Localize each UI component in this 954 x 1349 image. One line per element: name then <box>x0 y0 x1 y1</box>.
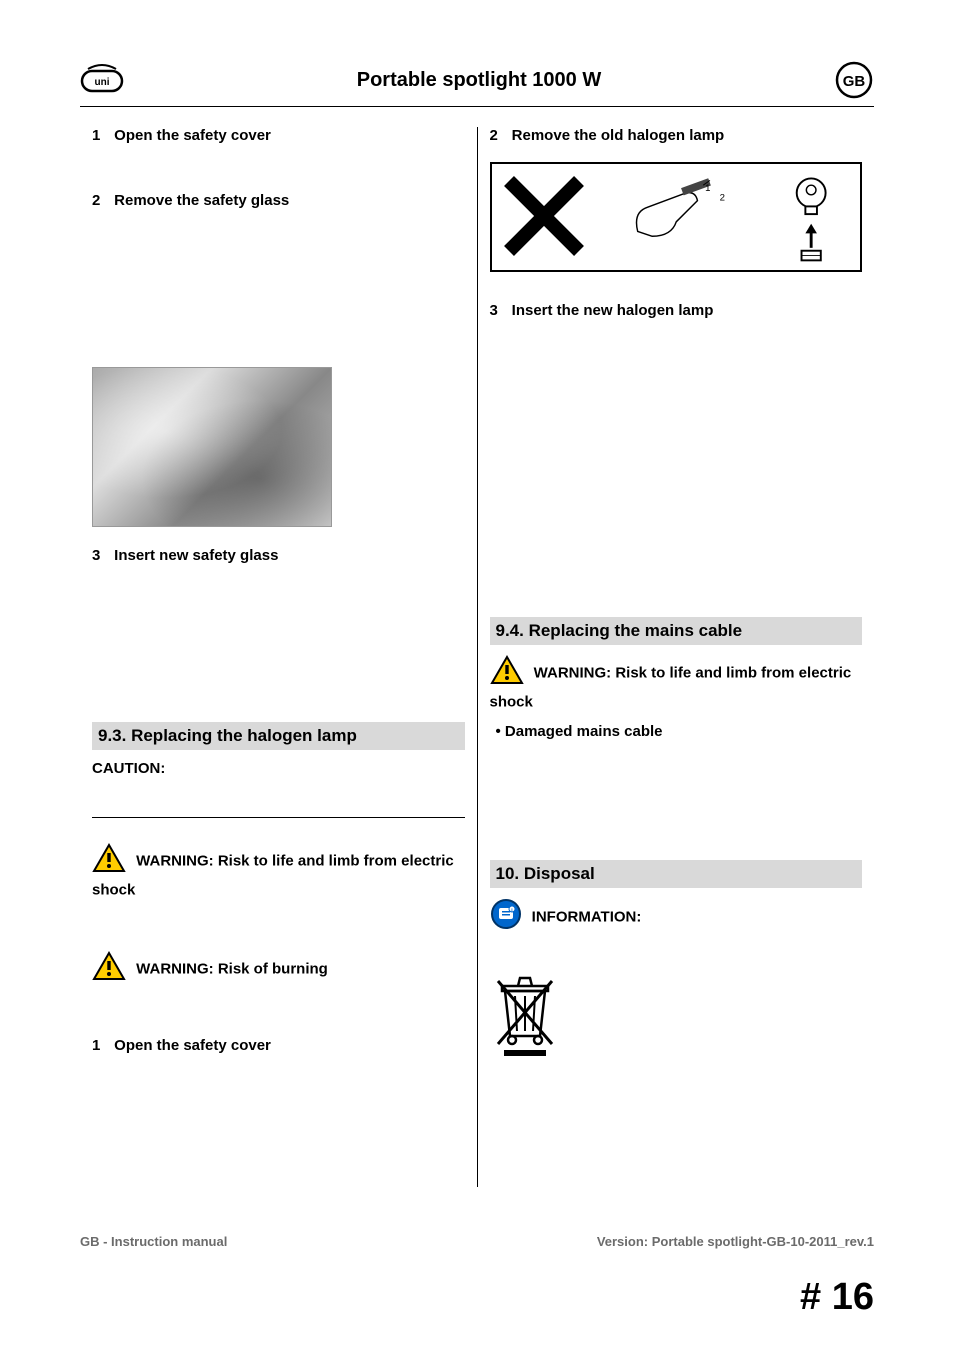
warning-block: WARNING: Risk to life and limb from elec… <box>92 843 465 901</box>
page-footer: GB - Instruction manual Version: Portabl… <box>80 1234 874 1249</box>
page-title: Portable spotlight 1000 W <box>124 69 834 92</box>
step-text: Insert the new halogen lamp <box>512 302 714 319</box>
step-number: 2 <box>92 192 110 209</box>
region-badge-icon: GB <box>834 60 874 100</box>
brand-logo-icon: uni <box>80 63 124 97</box>
right-column: 2 Remove the old halogen lamp 1 2 <box>478 127 875 1187</box>
warning-text: WARNING: Risk to life and limb from elec… <box>92 853 454 899</box>
page-header: uni Portable spotlight 1000 W GB <box>80 60 874 107</box>
warning-text: WARNING: Risk of burning <box>136 960 328 977</box>
step-number: 2 <box>490 127 508 144</box>
warning-block: WARNING: Risk of burning <box>92 951 465 987</box>
content-columns: 1 Open the safety cover 2 Remove the saf… <box>80 127 874 1187</box>
warning-triangle-icon <box>490 655 524 691</box>
step-number: 3 <box>490 302 508 319</box>
warning-text: WARNING: Risk to life and limb from elec… <box>490 665 852 711</box>
step-text: Open the safety cover <box>114 1037 271 1054</box>
footer-left: GB - Instruction manual <box>80 1234 227 1249</box>
lamp-removal-diagram: 1 2 <box>490 162 863 272</box>
svg-text:1: 1 <box>705 183 710 194</box>
step-item: 1 Open the safety cover <box>92 127 465 144</box>
svg-text:2: 2 <box>719 193 724 204</box>
weee-disposal-icon <box>490 966 863 1061</box>
information-block: i INFORMATION: <box>490 898 863 936</box>
step-text: Remove the old halogen lamp <box>512 127 725 144</box>
left-column: 1 Open the safety cover 2 Remove the saf… <box>80 127 477 1187</box>
step-number: 1 <box>92 1037 110 1054</box>
svg-text:uni: uni <box>95 77 110 88</box>
prohibited-x-icon <box>504 176 584 256</box>
page-number: # 16 <box>800 1276 874 1319</box>
footer-right: Version: Portable spotlight-GB-10-2011_r… <box>597 1234 874 1249</box>
step-item: 3 Insert new safety glass <box>92 547 465 564</box>
safety-glass-photo <box>92 367 332 527</box>
caution-label: CAUTION: <box>92 760 465 818</box>
step-text: Insert new safety glass <box>114 547 278 564</box>
step-text: Remove the safety glass <box>114 192 289 209</box>
step-number: 1 <box>92 127 110 144</box>
step-number: 3 <box>92 547 110 564</box>
section-heading-9-3: 9.3. Replacing the halogen lamp <box>92 722 465 750</box>
bullet-item: Damaged mains cable <box>496 723 863 740</box>
warning-block: WARNING: Risk to life and limb from elec… <box>490 655 863 713</box>
warning-triangle-icon <box>92 843 126 879</box>
region-code: GB <box>843 73 866 90</box>
step-item: 2 Remove the old halogen lamp <box>490 127 863 144</box>
step-text: Open the safety cover <box>114 127 271 144</box>
section-heading-9-4: 9.4. Replacing the mains cable <box>490 617 863 645</box>
section-heading-10: 10. Disposal <box>490 860 863 888</box>
step-item: 3 Insert the new halogen lamp <box>490 302 863 319</box>
step-item: 2 Remove the safety glass <box>92 192 465 209</box>
information-label: INFORMATION: <box>532 908 642 925</box>
warning-triangle-icon <box>92 951 126 987</box>
information-circle-icon: i <box>490 898 522 936</box>
step-item: 1 Open the safety cover <box>92 1037 465 1054</box>
